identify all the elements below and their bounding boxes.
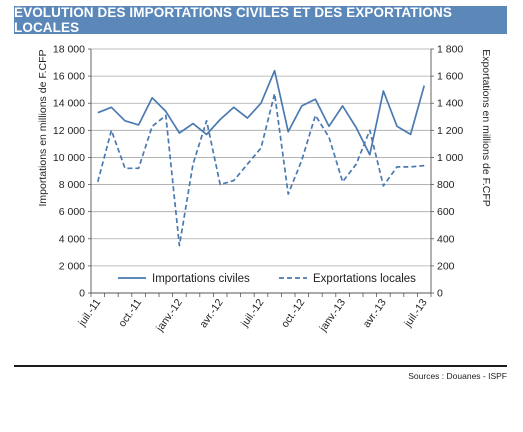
y-right-tick-label: 200 [437,260,455,272]
grid-lines [91,48,431,267]
y-left-tick-label: 8 000 [59,179,85,191]
y-left-tick-label: 16 000 [53,71,85,83]
x-tick-label: avr.-12 [197,297,225,330]
series-line-exports [96,92,425,247]
y-right-tick-label: 1 800 [437,44,463,56]
y-right-tick-label: 1 200 [437,125,463,137]
x-tick-label: juil.-12 [238,297,266,330]
y-left-tick-label: 18 000 [53,44,85,56]
y-right-tick-label: 1 000 [437,152,463,164]
x-tick-label: juil.-13 [402,297,430,330]
y-right-tick-label: 400 [437,233,455,245]
y-left-tick-label: 0 [79,288,85,300]
footer-rule [14,365,507,367]
y-left-tick-label: 4 000 [59,233,85,245]
x-tick-label: oct.-12 [279,297,307,330]
y-right-tick-label: 600 [437,206,455,218]
y-axis-left-title: Importations en millions de F.CFP [37,50,49,207]
x-axis-ticks: juil.-11 oct.-11 janv.-12 avr.-12 juil.-12 oc… [76,297,430,335]
y-axis-left-ticks: 0 2 000 4 000 6 000 8 000 10 000 12 000 14 000 1… [53,44,85,300]
x-tick-label: avr.-13 [361,297,389,330]
legend-label-exports: Exportations locales [313,273,416,285]
x-tick-label: janv.-12 [153,297,184,335]
legend: Importations civiles Exportations locale… [104,267,426,289]
x-tick-label: juil.-11 [76,297,104,330]
y-left-tick-label: 12 000 [53,125,85,137]
legend-background [104,267,426,289]
y-right-tick-label: 800 [437,179,455,191]
y-left-tick-label: 14 000 [53,98,85,110]
y-axis-right-ticks: 0 200 400 600 800 1 000 1 200 1 400 1 600 1 800 [437,44,463,300]
axes [88,48,434,297]
y-left-tick-label: 6 000 [59,206,85,218]
y-left-tick-label: 10 000 [53,152,85,164]
y-right-tick-label: 0 [437,288,443,300]
y-right-tick-label: 1 600 [437,71,463,83]
series-lines [96,69,426,247]
y-axis-right-title: Exportations en millions de F.CFP [480,49,492,207]
y-right-tick-label: 1 400 [437,98,463,110]
series-line-imports [97,69,426,156]
x-tick-label: janv.-13 [317,297,348,335]
legend-label-imports: Importations civiles [152,273,250,285]
chart-title: ÉVOLUTION DES IMPORTATIONS CIVILES ET DE… [14,5,507,35]
source-note: Sources : Douanes - ISPF [408,371,507,381]
x-tick-label: oct.-11 [116,297,144,330]
y-left-tick-label: 2 000 [59,260,85,272]
